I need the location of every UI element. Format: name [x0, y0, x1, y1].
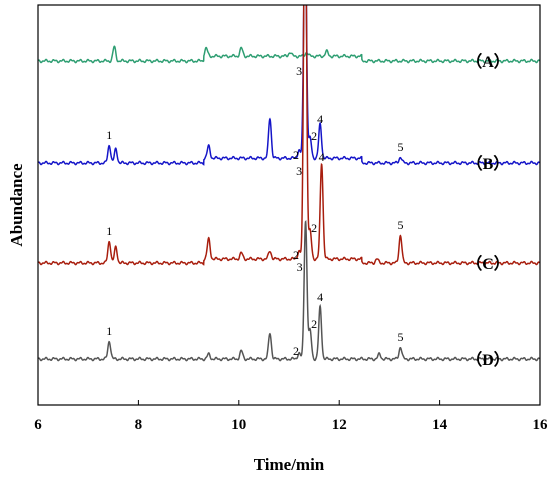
x-tick-label: 10 [231, 417, 246, 433]
peak-label: 3 [296, 64, 302, 78]
series-line-b [38, 5, 540, 166]
x-tick-label: 12 [332, 417, 347, 433]
x-tick-label: 6 [34, 417, 42, 433]
trace-labels: （A） （B） （C） （D） [466, 53, 510, 369]
x-tick-label: 14 [432, 417, 448, 433]
peak-label: 2 [293, 148, 299, 162]
trace-label-b: （B） [467, 155, 510, 173]
trace-label-c: （C） [466, 255, 510, 273]
peak-label: 3 [296, 164, 302, 178]
peak-label: 4 [319, 150, 325, 164]
series-line-d [38, 219, 540, 362]
peak-label: 1 [106, 128, 112, 142]
series-line-c [38, 5, 540, 266]
peak-label: 5 [397, 140, 403, 154]
trace-label-d: （D） [466, 351, 510, 369]
peak-label: 4 [317, 112, 323, 126]
peak-label: 4 [317, 290, 323, 304]
trace-label-a: （A） [466, 53, 510, 71]
x-tick-label: 8 [135, 417, 143, 433]
peak-label: 1 [106, 224, 112, 238]
series-traces [38, 5, 540, 362]
plot-frame [37, 4, 541, 406]
peak-label: 3 [297, 260, 303, 274]
series-line-a [38, 45, 540, 64]
peak-label: 2 [293, 248, 299, 262]
x-axis-ticks: 6 8 10 12 14 16 [34, 400, 548, 433]
peak-label: 2 [311, 317, 317, 331]
x-tick-label: 16 [533, 417, 549, 433]
y-axis-title: Abundance [7, 163, 26, 247]
x-axis-title: Time/min [254, 455, 325, 474]
peak-label: 2 [293, 344, 299, 358]
peak-label: 5 [397, 218, 403, 232]
peak-label: 2 [311, 221, 317, 235]
peak-label: 1 [106, 324, 112, 338]
peak-label: 5 [397, 330, 403, 344]
peak-label: 2 [311, 129, 317, 143]
